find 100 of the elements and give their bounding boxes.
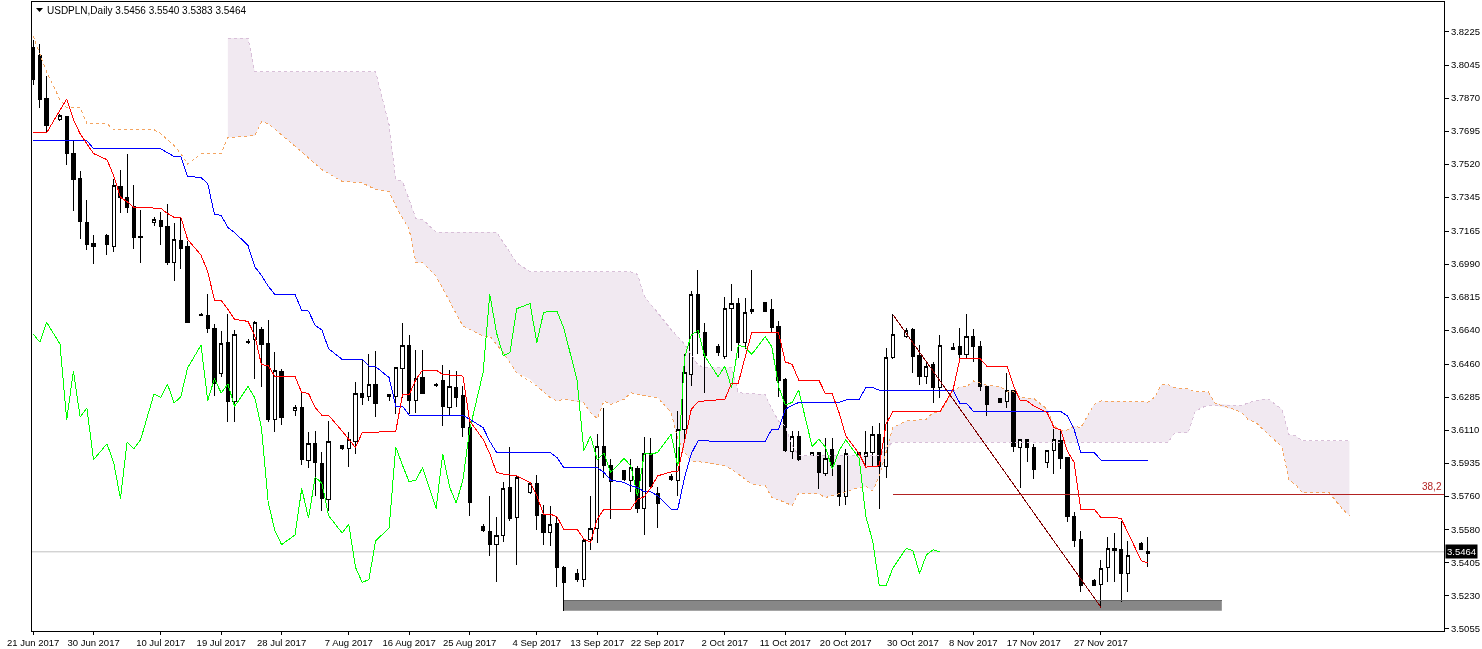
candlestick — [1139, 541, 1144, 551]
candlestick — [957, 327, 963, 359]
candlestick — [366, 353, 372, 402]
y-tick-label: 3.7165 — [1450, 225, 1480, 237]
candlestick — [1065, 456, 1070, 523]
candlestick — [924, 360, 929, 385]
candlestick — [386, 394, 392, 402]
candlestick — [205, 293, 210, 334]
candlestick — [951, 342, 956, 350]
x-tick-label: 13 Sep 2017 — [570, 637, 625, 649]
candlestick — [595, 433, 600, 544]
candlestick — [319, 451, 325, 512]
candlestick — [178, 216, 184, 270]
candlestick — [77, 170, 83, 240]
candlestick — [1078, 530, 1083, 593]
candlestick — [313, 430, 318, 497]
line-series — [32, 140, 1149, 510]
candlestick — [581, 538, 586, 588]
candlestick — [212, 323, 217, 397]
candlestick — [104, 233, 110, 256]
x-tick-label: 10 Jul 2017 — [136, 637, 186, 649]
candlestick — [37, 43, 42, 109]
candlestick — [393, 366, 398, 415]
candlestick — [702, 322, 707, 394]
candlestick — [1125, 540, 1130, 593]
candlestick — [245, 338, 251, 345]
candlestick — [433, 382, 439, 388]
candlestick — [695, 269, 701, 355]
candlestick — [561, 565, 566, 612]
candlestick — [84, 199, 89, 251]
candlestick — [185, 240, 190, 324]
candlestick — [71, 140, 76, 212]
y-tick-label: 3.7345 — [1450, 191, 1480, 203]
y-tick-label: 3.6285 — [1450, 391, 1480, 403]
candlestick — [998, 397, 1003, 404]
candlestick — [326, 420, 331, 512]
candlestick — [420, 349, 425, 395]
candlestick — [1105, 536, 1110, 583]
candlestick — [816, 451, 822, 490]
candlestick — [373, 350, 378, 418]
x-tick-label: 30 Oct 2017 — [887, 637, 939, 649]
candlestick — [219, 330, 224, 378]
line-series — [32, 35, 1350, 517]
candlestick — [165, 203, 170, 266]
candlestick — [407, 334, 412, 415]
candlestick — [259, 326, 264, 388]
x-tick-label: 27 Nov 2017 — [1073, 637, 1128, 649]
candlestick — [1071, 511, 1077, 548]
candlestick — [769, 298, 774, 334]
x-tick-label: 19 Jul 2017 — [196, 637, 246, 649]
candlestick — [937, 334, 942, 399]
candlestick — [763, 301, 768, 312]
y-tick-label: 3.7695 — [1450, 125, 1480, 137]
y-tick-label: 3.6460 — [1450, 358, 1480, 370]
candlestick — [843, 448, 848, 506]
candlestick — [125, 153, 130, 214]
candlestick — [454, 370, 459, 408]
x-tick-label: 28 Jul 2017 — [257, 637, 307, 649]
candlestick — [870, 425, 875, 467]
candlestick — [1018, 438, 1023, 489]
candlestick — [1024, 438, 1030, 463]
candlestick — [172, 222, 177, 282]
candlestick — [749, 269, 754, 315]
candlestick — [783, 377, 788, 453]
candlestick — [930, 361, 936, 404]
y-tick-label: 3.8225 — [1450, 25, 1480, 37]
candlestick — [1004, 372, 1010, 409]
candlestick — [722, 296, 727, 360]
candlestick — [830, 437, 835, 477]
candlestick — [534, 474, 539, 531]
series-label: 38,2 — [1422, 481, 1442, 492]
candlestick — [1045, 449, 1050, 469]
candlestick — [198, 312, 204, 317]
candlestick — [789, 430, 795, 460]
candlestick — [440, 364, 445, 427]
candlestick — [1112, 532, 1117, 583]
chart-title: USDPLN,Daily 3.5456 3.5540 3.5383 3.5464 — [47, 4, 247, 16]
candlestick — [460, 385, 466, 438]
candlestick — [158, 211, 163, 246]
candlestick — [1051, 428, 1057, 475]
y-tick-label: 3.6110 — [1450, 424, 1480, 436]
candlestick — [292, 404, 298, 417]
candlestick — [715, 343, 721, 357]
x-tick-label: 7 Aug 2017 — [324, 637, 373, 649]
x-tick-label: 25 Aug 2017 — [442, 637, 497, 649]
candlestick — [588, 495, 593, 551]
x-tick-label: 30 Jun 2017 — [67, 637, 120, 649]
candlestick — [689, 290, 694, 387]
candlestick — [668, 473, 674, 482]
candlestick — [131, 184, 136, 250]
x-tick-label: 8 Nov 2017 — [949, 637, 998, 649]
x-tick-label: 22 Sep 2017 — [630, 637, 685, 649]
candlestick — [487, 495, 492, 557]
candlestick — [64, 115, 69, 166]
candlestick — [736, 297, 741, 359]
candlestick — [266, 319, 271, 423]
candlestick — [796, 430, 801, 462]
y-tick-label: 3.6640 — [1450, 324, 1480, 336]
candlestick — [1118, 520, 1124, 603]
candlestick — [299, 391, 304, 466]
